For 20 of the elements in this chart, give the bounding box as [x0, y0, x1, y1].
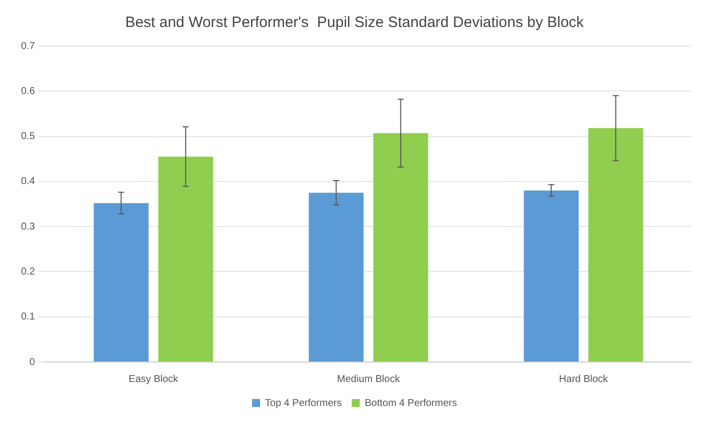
y-tick-label: 0	[29, 356, 36, 368]
bar	[94, 203, 149, 362]
bar	[158, 156, 214, 362]
y-tick-label: 0.6	[20, 86, 36, 97]
y-tick-label: 0.7	[20, 40, 36, 52]
y-tick-label: 0.3	[20, 221, 36, 232]
y-tick-label: 0.4	[20, 176, 36, 188]
y-tick-label: 0.1	[20, 312, 36, 323]
x-tick-label: Easy Block	[128, 374, 180, 385]
chart-title: Best and Worst Performer's Pupil Size Standard Deviations by Block	[125, 14, 584, 32]
legend-label: Top 4 Performers	[265, 398, 342, 409]
bar	[524, 190, 579, 362]
x-tick-label: Hard Block	[559, 374, 609, 385]
bar	[373, 133, 428, 362]
x-tick-label: Medium Block	[337, 374, 401, 385]
bar	[308, 192, 364, 362]
y-tick-label: 0.5	[20, 131, 36, 142]
bar	[588, 128, 644, 362]
legend-label: Bottom 4 Performers	[364, 398, 457, 409]
y-tick-label: 0.2	[20, 266, 36, 278]
